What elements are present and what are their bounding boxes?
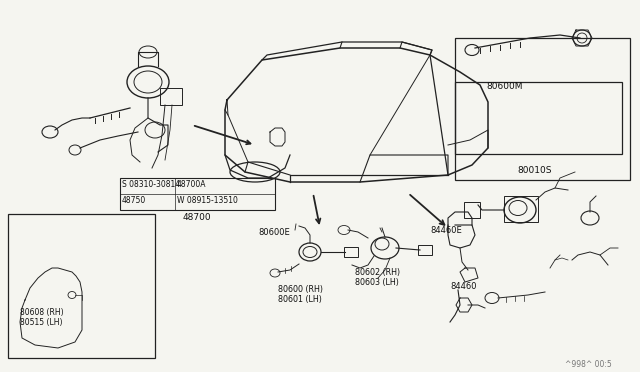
- Text: 48750: 48750: [122, 196, 147, 205]
- Text: 84460E: 84460E: [430, 226, 461, 235]
- Bar: [464, 202, 480, 218]
- Text: S 08310-30814: S 08310-30814: [122, 180, 180, 189]
- Bar: [8, 214, 155, 358]
- Bar: [160, 88, 182, 105]
- Text: 84460: 84460: [450, 282, 477, 291]
- Text: W 08915-13510: W 08915-13510: [177, 196, 238, 205]
- Bar: [344, 247, 358, 257]
- Text: 48700: 48700: [182, 213, 211, 222]
- Bar: [504, 196, 538, 222]
- Text: 80603 (LH): 80603 (LH): [355, 278, 399, 287]
- Bar: [455, 82, 622, 154]
- Text: ^998^ 00:5: ^998^ 00:5: [565, 360, 612, 369]
- Text: 80602 (RH): 80602 (RH): [355, 268, 400, 277]
- Text: 48700A: 48700A: [177, 180, 207, 189]
- Text: 80600 (RH): 80600 (RH): [278, 285, 323, 294]
- Bar: [120, 178, 275, 210]
- Text: 80600M: 80600M: [487, 82, 524, 91]
- Text: 80515 (LH): 80515 (LH): [20, 318, 63, 327]
- Bar: [455, 38, 630, 180]
- Text: 80010S: 80010S: [518, 166, 552, 175]
- Text: 80608 (RH): 80608 (RH): [20, 308, 63, 317]
- Bar: [418, 245, 432, 255]
- Text: 80601 (LH): 80601 (LH): [278, 295, 322, 304]
- Text: 80600E: 80600E: [258, 228, 290, 237]
